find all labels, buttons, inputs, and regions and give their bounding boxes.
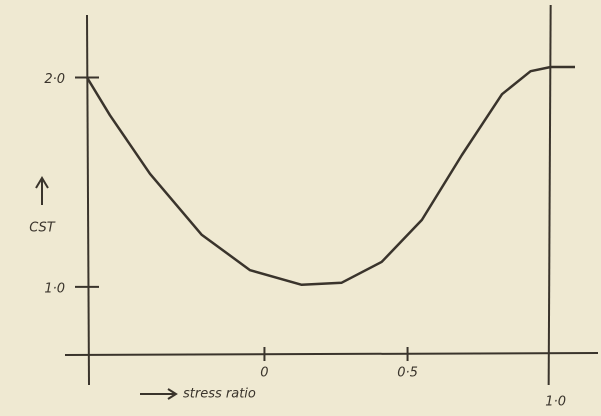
x-arrow <box>140 388 178 400</box>
y-arrow <box>35 176 49 205</box>
y-axis-label: CST <box>29 221 56 236</box>
curve <box>85 65 575 287</box>
y-tick-label: 1·0 <box>44 281 65 296</box>
x-tick-label: 1·0 <box>545 395 566 410</box>
x-axis-label: stress ratio <box>183 387 256 402</box>
x-tick-label: 0 <box>260 366 268 381</box>
x-axis <box>64 352 599 356</box>
y-tick-label: 2·0 <box>44 72 65 87</box>
x-tick-label: 0·5 <box>397 366 418 381</box>
